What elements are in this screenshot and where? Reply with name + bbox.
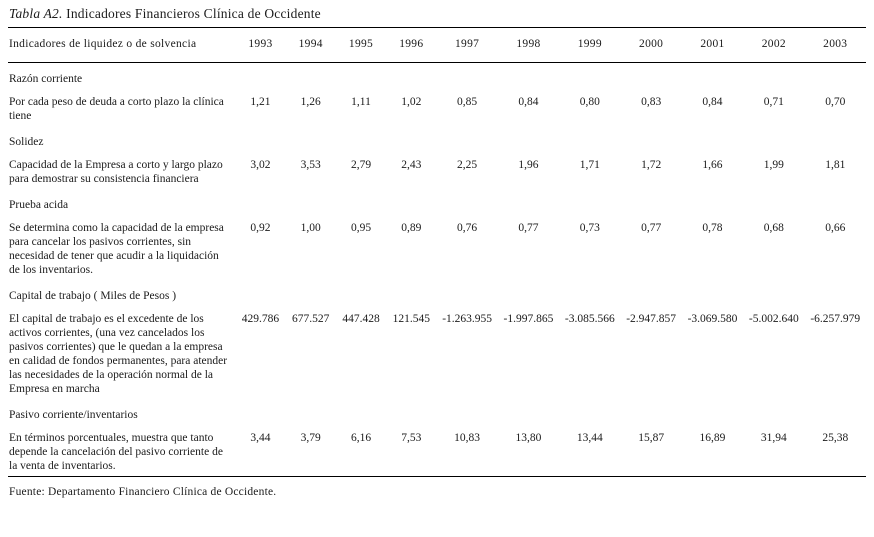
value-cell: 7,53 xyxy=(401,432,422,444)
value-cell: 1,21 xyxy=(250,96,271,108)
value-cell: 1,66 xyxy=(702,159,723,171)
column-header-year: 2000 xyxy=(620,27,682,63)
indicator-description: En términos porcentuales, muestra que ta… xyxy=(9,432,223,472)
column-header-year: 1995 xyxy=(335,27,387,63)
value-cell: -6.257.979 xyxy=(810,313,861,325)
value-cell: -5.002.640 xyxy=(748,313,799,325)
section-label: Capital de trabajo ( Miles de Pesos ) xyxy=(9,290,177,302)
value-cell: 0,92 xyxy=(250,222,271,234)
section-label: Razón corriente xyxy=(9,73,83,85)
table-title-text: Indicadores Financieros Clínica de Occid… xyxy=(62,6,321,21)
value-cell: 0,77 xyxy=(641,222,662,234)
value-cell: 447.428 xyxy=(342,313,380,325)
value-cell: 3,79 xyxy=(300,432,321,444)
value-cell: 3,44 xyxy=(250,432,271,444)
indicator-row-prueba-acida: Se determina como la capacidad de la emp… xyxy=(8,213,866,280)
value-cell: -1.997.865 xyxy=(503,313,554,325)
indicator-description: Capacidad de la Empresa a corto y largo … xyxy=(9,159,223,185)
value-cell: 0,77 xyxy=(518,222,539,234)
value-cell: 2,25 xyxy=(457,159,478,171)
indicator-row-solidez: Capacidad de la Empresa a corto y largo … xyxy=(8,150,866,189)
table-title: Tabla A2. Indicadores Financieros Clínic… xyxy=(9,6,866,22)
value-cell: 13,44 xyxy=(576,432,603,444)
value-cell: 0,71 xyxy=(763,96,784,108)
value-cell: 0,70 xyxy=(825,96,846,108)
value-cell: 1,26 xyxy=(300,96,321,108)
value-cell: 429.786 xyxy=(241,313,280,325)
value-cell: 0,95 xyxy=(350,222,372,234)
value-cell: 0,84 xyxy=(518,96,539,108)
value-cell: 1,81 xyxy=(825,159,846,171)
indicator-description: Por cada peso de deuda a corto plazo la … xyxy=(9,96,224,122)
value-cell: 31,94 xyxy=(760,432,787,444)
column-header-year: 1999 xyxy=(559,27,621,63)
column-header-year: 2003 xyxy=(804,27,866,63)
value-cell: 1,00 xyxy=(300,222,321,234)
section-row-pasivo-corriente-inventarios: Pasivo corriente/inventarios xyxy=(8,399,866,423)
column-header-year: 1993 xyxy=(235,27,286,63)
value-cell: 25,38 xyxy=(822,432,849,444)
indicator-row-capital-de-trabajo: El capital de trabajo es el excedente de… xyxy=(8,304,866,399)
section-label: Pasivo corriente/inventarios xyxy=(9,409,138,421)
column-header-year: 1997 xyxy=(436,27,498,63)
value-cell: -1.263.955 xyxy=(442,313,493,325)
value-cell: 1,11 xyxy=(351,96,371,108)
value-cell: 0,73 xyxy=(579,222,600,234)
column-header-year: 1996 xyxy=(386,27,437,63)
value-cell: 0,85 xyxy=(457,96,478,108)
section-row-capital-de-trabajo: Capital de trabajo ( Miles de Pesos ) xyxy=(8,280,866,304)
header-row: Indicadores de liquidez o de solvencia 1… xyxy=(8,27,866,63)
value-cell: -2.947.857 xyxy=(626,313,677,325)
value-cell: 0,78 xyxy=(702,222,723,234)
value-cell: 16,89 xyxy=(699,432,726,444)
value-cell: 0,80 xyxy=(579,96,600,108)
table-title-prefix: Tabla A2. xyxy=(9,6,63,21)
indicator-description: Se determina como la capacidad de la emp… xyxy=(9,222,224,276)
value-cell: 10,83 xyxy=(454,432,481,444)
value-cell: 0,76 xyxy=(457,222,478,234)
value-cell: 13,80 xyxy=(515,432,542,444)
value-cell: -3.069.580 xyxy=(687,313,738,325)
value-cell: 1,72 xyxy=(641,159,662,171)
value-cell: 3,02 xyxy=(250,159,271,171)
value-cell: 0,83 xyxy=(641,96,662,108)
section-row-prueba-acida: Prueba acida xyxy=(8,189,866,213)
section-label: Solidez xyxy=(9,136,44,148)
value-cell: 15,87 xyxy=(638,432,665,444)
value-cell: 6,16 xyxy=(350,432,372,444)
column-header-year: 2002 xyxy=(743,27,805,63)
value-cell: 0,89 xyxy=(401,222,422,234)
value-cell: 121.545 xyxy=(392,313,430,325)
financial-indicators-table: Indicadores de liquidez o de solvencia 1… xyxy=(8,27,866,477)
value-cell: 1,96 xyxy=(518,159,539,171)
value-cell: 1,99 xyxy=(763,159,784,171)
source-note: Fuente: Departamento Financiero Clínica … xyxy=(9,486,277,498)
section-row-razon-corriente: Razón corriente xyxy=(8,63,866,88)
value-cell: 2,79 xyxy=(350,159,372,171)
column-header-indicators: Indicadores de liquidez o de solvencia xyxy=(8,27,236,63)
value-cell: 2,43 xyxy=(401,159,422,171)
column-header-year: 1998 xyxy=(497,27,560,63)
indicator-row-razon-corriente: Por cada peso de deuda a corto plazo la … xyxy=(8,87,866,126)
value-cell: 1,71 xyxy=(579,159,600,171)
indicator-row-pasivo-corriente-inventarios: En términos porcentuales, muestra que ta… xyxy=(8,423,866,477)
value-cell: 3,53 xyxy=(300,159,321,171)
value-cell: 0,66 xyxy=(825,222,846,234)
section-label: Prueba acida xyxy=(9,199,69,211)
section-row-solidez: Solidez xyxy=(8,126,866,150)
column-header-year: 1994 xyxy=(285,27,336,63)
value-cell: 1,02 xyxy=(401,96,422,108)
value-cell: 0,84 xyxy=(702,96,723,108)
value-cell: 677.527 xyxy=(292,313,330,325)
column-header-year: 2001 xyxy=(681,27,744,63)
indicator-description: El capital de trabajo es el excedente de… xyxy=(9,313,228,395)
value-cell: -3.085.566 xyxy=(564,313,615,325)
value-cell: 0,68 xyxy=(763,222,784,234)
